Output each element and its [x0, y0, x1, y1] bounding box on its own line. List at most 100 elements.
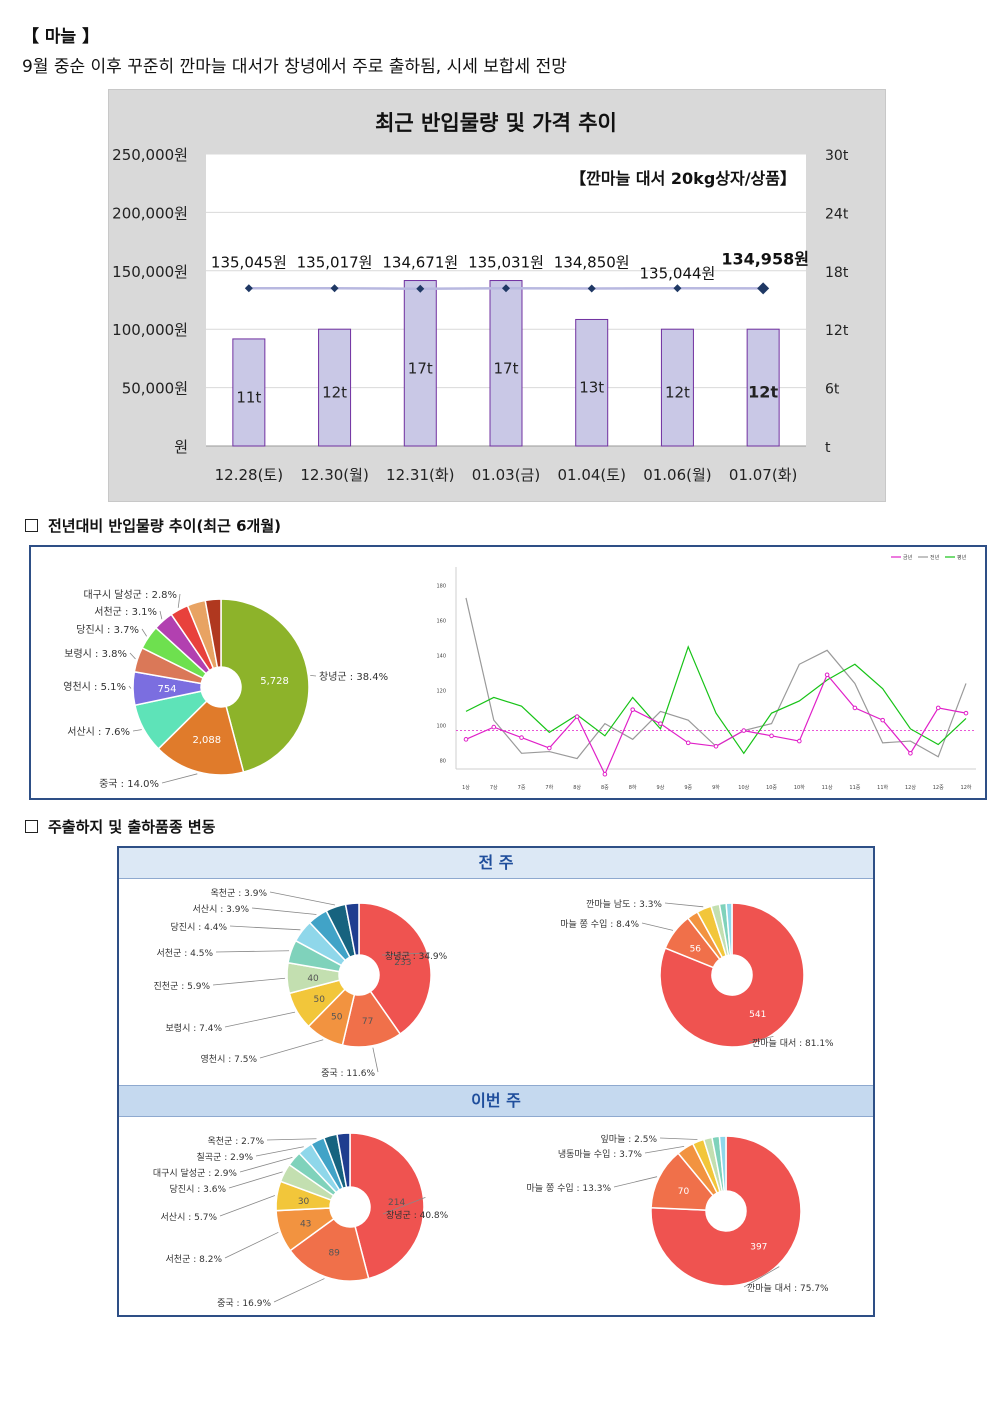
y-tick-label: 100 — [436, 723, 446, 729]
leader-line — [239, 1157, 293, 1173]
x-tick-label: 12상 — [905, 784, 916, 791]
slice-value-label: 5,728 — [260, 676, 289, 687]
checkbox-icon — [25, 820, 38, 833]
x-tick-label: 7하 — [545, 784, 553, 791]
market-summary: 9월 중순 이후 꾸준히 깐마늘 대서가 창녕에서 주로 출하됨, 시세 보합세… — [22, 57, 567, 77]
series-point — [769, 733, 774, 739]
series-point — [519, 735, 524, 740]
slice-label: 깐마늘 대서 : 81.1% — [752, 1038, 834, 1049]
leader-line — [659, 1137, 698, 1140]
series-point — [658, 721, 663, 726]
slice-label: 창녕군 : 38.4% — [319, 671, 388, 683]
leader-line — [255, 1146, 304, 1157]
this-week-header: 이번 주 — [119, 1085, 873, 1117]
slice-value-label: 233 — [394, 958, 411, 968]
slice-label: 깐마늘 남도 : 3.3% — [586, 899, 662, 910]
pie-slice — [289, 1217, 370, 1282]
leader-line — [613, 1176, 658, 1188]
y-left-tick-label: 150,000원 — [112, 263, 188, 281]
x-tick-label: 01.03(금) — [472, 466, 540, 484]
slice-label: 마늘 쫑 수입 : 8.4% — [560, 918, 639, 930]
price-point — [244, 284, 253, 293]
x-tick-label: 11하 — [877, 784, 888, 791]
price-label: 135,031원 — [468, 253, 544, 271]
slice-label: 서산시 : 5.7% — [161, 1212, 218, 1223]
series-point — [574, 714, 580, 719]
series-point — [463, 737, 469, 742]
leader-line — [743, 1266, 780, 1288]
bar-value-label: 12t — [665, 384, 690, 402]
leader-line — [310, 674, 317, 677]
leader-line — [372, 1047, 379, 1073]
slice-label: 서산시 : 7.6% — [67, 726, 130, 738]
price-label: 135,045원 — [211, 253, 287, 271]
x-tick-label: 12.30(월) — [300, 466, 368, 484]
x-tick-label: 10하 — [794, 784, 805, 791]
bar-value-label: 12t — [322, 384, 347, 402]
weekly-origin-panel: 전 주 이번 주 233 창녕군 : 34.9% 77 중국 : 11.6% 50 영천시… — [117, 846, 875, 1317]
price-volume-chart: 최근 반입물량 및 가격 추이 【깐마늘 대서 20kg상자/상품】 250,000… — [112, 111, 849, 484]
legend-label: 전년 — [930, 554, 940, 561]
x-tick-label: 11상 — [822, 784, 833, 791]
slice-label: 당진시 : 4.4% — [171, 922, 228, 933]
bar-value-label: 13t — [579, 379, 604, 397]
slice-value-label: 50 — [313, 995, 325, 1005]
pie-slice — [659, 902, 805, 1048]
x-tick-label: 7상 — [490, 784, 498, 791]
series-point — [547, 745, 552, 751]
slice-label: 마늘 쫑 수입 : 13.3% — [527, 1182, 612, 1194]
y-right-tick-label: 24t — [825, 206, 849, 222]
series-point — [713, 744, 719, 749]
bar-value-label: 17t — [494, 359, 519, 377]
price-point — [330, 284, 339, 293]
slice-label: 창녕군 : 40.8% — [386, 1210, 449, 1221]
last-week-header: 전 주 — [119, 848, 873, 879]
x-tick-label: 8중 — [601, 785, 609, 791]
price-point — [757, 282, 770, 295]
volume-bar — [489, 280, 523, 447]
series-point — [880, 717, 885, 723]
slice-label: 옥천군 : 2.7% — [208, 1136, 265, 1147]
series-line — [465, 597, 967, 760]
page-title: 【 마늘 】 — [22, 27, 100, 47]
slice-value-label: 40 — [307, 974, 319, 984]
chart-subtitle: 【깐마늘 대서 20kg상자/상품】 — [570, 169, 796, 188]
slice-label: 서산시 : 3.9% — [193, 904, 250, 915]
leader-line — [641, 922, 674, 931]
x-tick-label: 9상 — [657, 784, 665, 791]
pie-slice — [358, 902, 432, 1036]
x-tick-label: 8상 — [573, 784, 581, 791]
slice-value-label: 50 — [331, 1012, 343, 1022]
slice-label: 서천군 : 8.2% — [166, 1254, 223, 1265]
leader-line — [382, 1196, 426, 1215]
slice-value-label: 56 — [690, 944, 702, 954]
volume-bar — [746, 328, 780, 447]
x-tick-label: 1상 — [462, 784, 470, 791]
slice-value-label: 214 — [388, 1198, 405, 1208]
bar-value-label: 17t — [408, 359, 433, 377]
series-point — [602, 771, 608, 777]
leader-line — [141, 628, 147, 637]
price-label: 134,671원 — [382, 254, 458, 272]
x-tick-label: 12하 — [961, 784, 972, 791]
series-point — [685, 740, 691, 746]
slice-label: 깐마늘 대서 : 75.7% — [747, 1283, 829, 1294]
leader-line — [215, 950, 290, 953]
leader-line — [161, 773, 198, 784]
pie-slice — [336, 1132, 351, 1189]
yoy-line-chart: 180 160 140 120 100 80 1상 7상 7중 7하 8상 8중 8하 9상 9중 9하 10상… — [436, 554, 976, 791]
slice-value-label: 541 — [749, 1010, 766, 1020]
slice-label: 옥천군 : 3.9% — [211, 888, 268, 899]
slice-label: 보령시 : 7.4% — [166, 1022, 223, 1034]
y-right-tick-label: 30t — [825, 148, 849, 164]
price-point — [673, 284, 682, 293]
leader-line — [224, 1011, 296, 1028]
price-label: 134,958원 — [721, 249, 809, 268]
series-point — [935, 705, 941, 711]
y-right-tick-label: 6t — [825, 382, 840, 398]
slice-label: 당진시 : 3.6% — [170, 1184, 227, 1195]
slice-label: 창녕군 : 34.9% — [385, 951, 448, 962]
leader-line — [132, 729, 142, 732]
chart-title: 최근 반입물량 및 가격 추이 — [375, 111, 617, 135]
slice-label: 냉동마늘 수입 : 3.7% — [558, 1148, 643, 1160]
